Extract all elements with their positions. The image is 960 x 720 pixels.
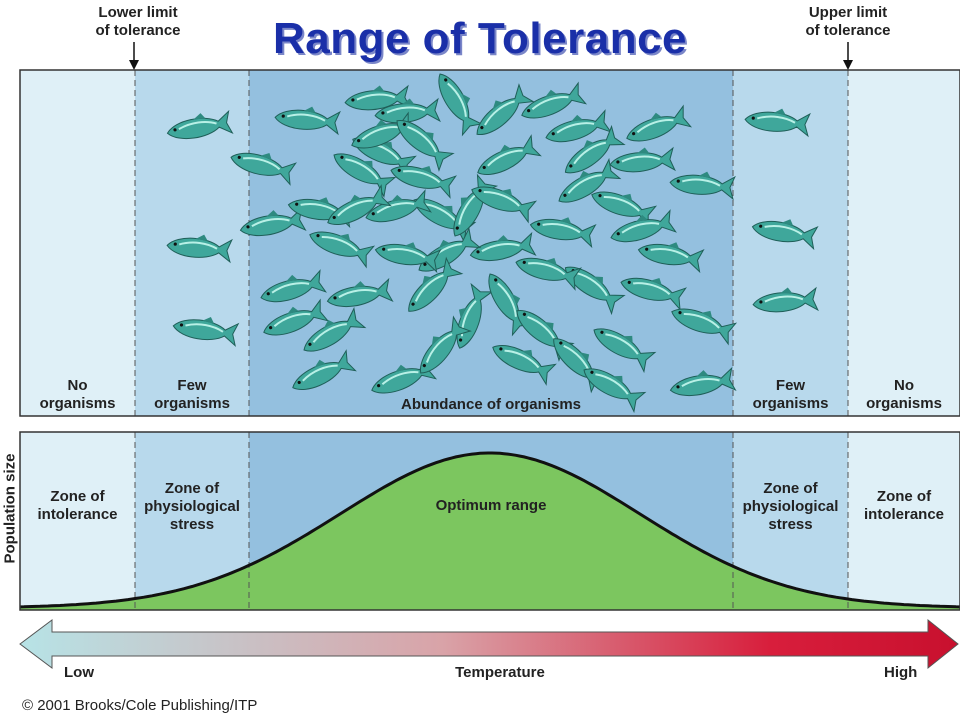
lower-limit-line2: of tolerance [95, 22, 181, 39]
copyright-notice: © 2001 Brooks/Cole Publishing/ITP [22, 697, 258, 714]
label-stress-right: Zone of physiological stress [733, 480, 848, 534]
label-intolerance-right: Zone of intolerance [848, 488, 960, 524]
label-few-organisms-right: Few organisms [733, 377, 848, 413]
temperature-low-label: Low [64, 664, 94, 681]
temperature-arrow-icon [19, 618, 959, 670]
zone-intolerance-left [20, 432, 135, 610]
zone-no-organisms-left [20, 70, 135, 416]
upper-limit-label: Upper limit of tolerance [788, 4, 908, 40]
label-line: Zone of [50, 488, 105, 505]
page-title: Range of Tolerance [272, 14, 688, 63]
population-panel [19, 431, 960, 611]
lower-limit-line1: Lower limit [98, 4, 178, 21]
label-line: Zone of [763, 480, 818, 497]
label-line: No [67, 377, 88, 394]
label-abundance: Abundance of organisms [400, 396, 582, 413]
lower-limit-label: Lower limit of tolerance [78, 4, 198, 40]
label-line: physiological [742, 498, 839, 515]
organism-panel [19, 66, 960, 417]
limit-arrows [129, 42, 853, 70]
label-stress-left: Zone of physiological stress [135, 480, 249, 534]
population-curve [19, 451, 960, 609]
y-axis-label: Population size [1, 453, 19, 564]
label-line: Few [775, 377, 806, 394]
label-few-organisms-left: Few organisms [135, 377, 249, 413]
upper-limit-line2: of tolerance [805, 22, 891, 39]
label-no-organisms-right: No organisms [848, 377, 960, 413]
label-line: stress [768, 516, 813, 533]
temperature-high-label: High [884, 664, 918, 681]
lower-limit-arrow-icon [129, 42, 139, 70]
label-line: organisms [752, 395, 829, 412]
label-line: organisms [39, 395, 116, 412]
label-line: intolerance [863, 506, 945, 523]
label-no-organisms-left: No organisms [20, 377, 135, 413]
upper-limit-arrow-icon [843, 42, 853, 70]
label-line: stress [169, 516, 215, 533]
zone-intolerance-right [848, 432, 960, 610]
label-line: Few [177, 377, 207, 394]
temperature-axis-label: Temperature [455, 664, 545, 681]
label-line: organisms [866, 395, 942, 412]
label-line: intolerance [37, 506, 118, 523]
label-line: physiological [144, 498, 240, 515]
label-line: No [894, 377, 914, 394]
label-line: Zone of [164, 480, 220, 497]
label-line: Zone of [876, 488, 932, 505]
population-curve-area [20, 453, 960, 610]
zone-no-organisms-right [848, 70, 960, 416]
label-line: organisms [154, 395, 230, 412]
label-intolerance-left: Zone of intolerance [20, 488, 135, 524]
label-optimum: Optimum range [435, 497, 547, 514]
upper-limit-line1: Upper limit [808, 4, 888, 21]
